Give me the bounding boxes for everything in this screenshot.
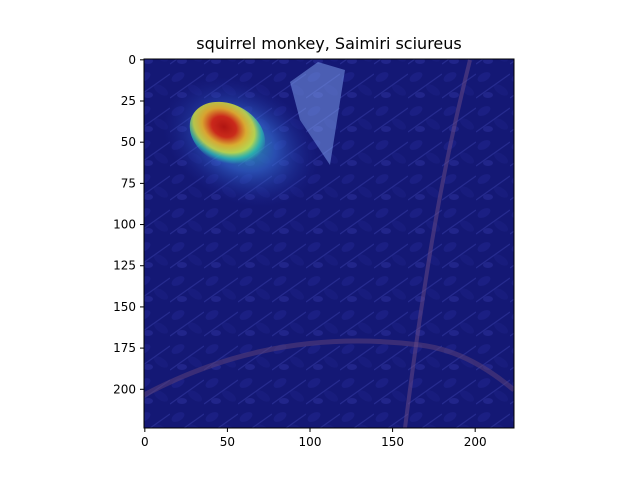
y-tick-label: 25	[121, 94, 136, 108]
y-tick-label: 100	[113, 218, 136, 232]
x-tick-label: 100	[299, 435, 322, 449]
y-tick-label: 200	[113, 382, 136, 396]
y-axis: 0 25 50 75 100 125 150 175 200	[113, 53, 144, 396]
x-tick-label: 50	[220, 435, 235, 449]
x-tick-label: 150	[381, 435, 404, 449]
activation-hotspot	[189, 101, 266, 167]
x-axis: 0 50 100 150 200	[141, 428, 487, 449]
axes-frame	[143, 58, 515, 429]
y-tick-label: 50	[121, 135, 136, 149]
x-tick-label: 200	[464, 435, 487, 449]
chart-title: squirrel monkey, Saimiri sciureus	[196, 34, 461, 53]
bright-sky-patch	[290, 62, 345, 165]
y-tick-label: 125	[113, 259, 136, 273]
y-tick-label: 175	[113, 341, 136, 355]
y-tick-label: 75	[121, 176, 136, 190]
y-tick-label: 150	[113, 300, 136, 314]
y-tick-label: 0	[128, 53, 136, 67]
tree-branch	[144, 338, 514, 398]
x-tick-label: 0	[141, 435, 149, 449]
heatmap-plot	[144, 59, 514, 428]
tree-branch	[403, 59, 472, 428]
